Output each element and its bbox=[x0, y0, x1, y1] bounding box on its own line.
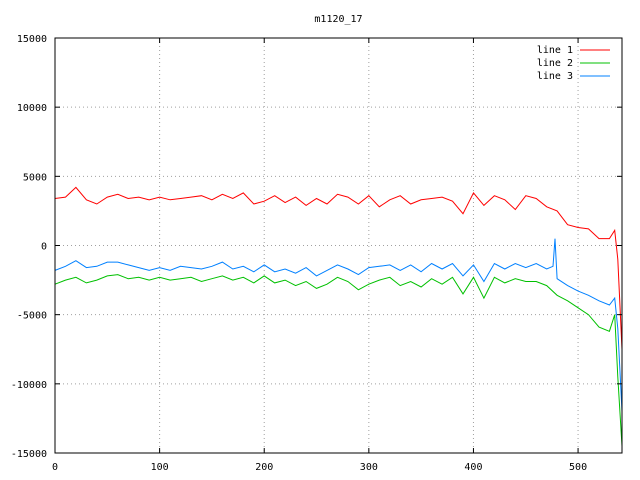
y-tick-label: 0 bbox=[41, 242, 47, 253]
plot-frame bbox=[54, 37, 623, 454]
legend-label: line 3 bbox=[537, 71, 573, 82]
y-tick-label: 5000 bbox=[23, 172, 47, 183]
axes bbox=[54, 37, 623, 454]
legend: line 1 line 2 line 3 bbox=[537, 45, 610, 82]
x-tick-label: 400 bbox=[464, 462, 482, 473]
y-tick-label: -10000 bbox=[11, 380, 47, 391]
x-tick-label: 200 bbox=[255, 462, 273, 473]
x-tick-label: 500 bbox=[569, 462, 587, 473]
tick-labels: 0 100 200 300 400 500 -15000 -10000 -5000 0 5000 10… bbox=[11, 34, 587, 473]
x-tick-label: 0 bbox=[52, 462, 58, 473]
series-line-2 bbox=[54, 274, 623, 447]
x-tick-label: 300 bbox=[360, 462, 378, 473]
y-tick-label: 15000 bbox=[17, 34, 47, 45]
legend-label: line 2 bbox=[537, 58, 573, 69]
y-tick-label: -5000 bbox=[17, 311, 47, 322]
grid bbox=[55, 38, 622, 453]
y-tick-label: -15000 bbox=[11, 449, 47, 460]
chart-title: m1120_17 bbox=[314, 14, 362, 25]
x-tick-label: 100 bbox=[151, 462, 169, 473]
legend-label: line 1 bbox=[537, 45, 573, 56]
series-line-1 bbox=[54, 186, 623, 350]
y-tick-label: 10000 bbox=[17, 103, 47, 114]
series-line-3 bbox=[54, 238, 623, 412]
series-lines bbox=[54, 186, 623, 447]
